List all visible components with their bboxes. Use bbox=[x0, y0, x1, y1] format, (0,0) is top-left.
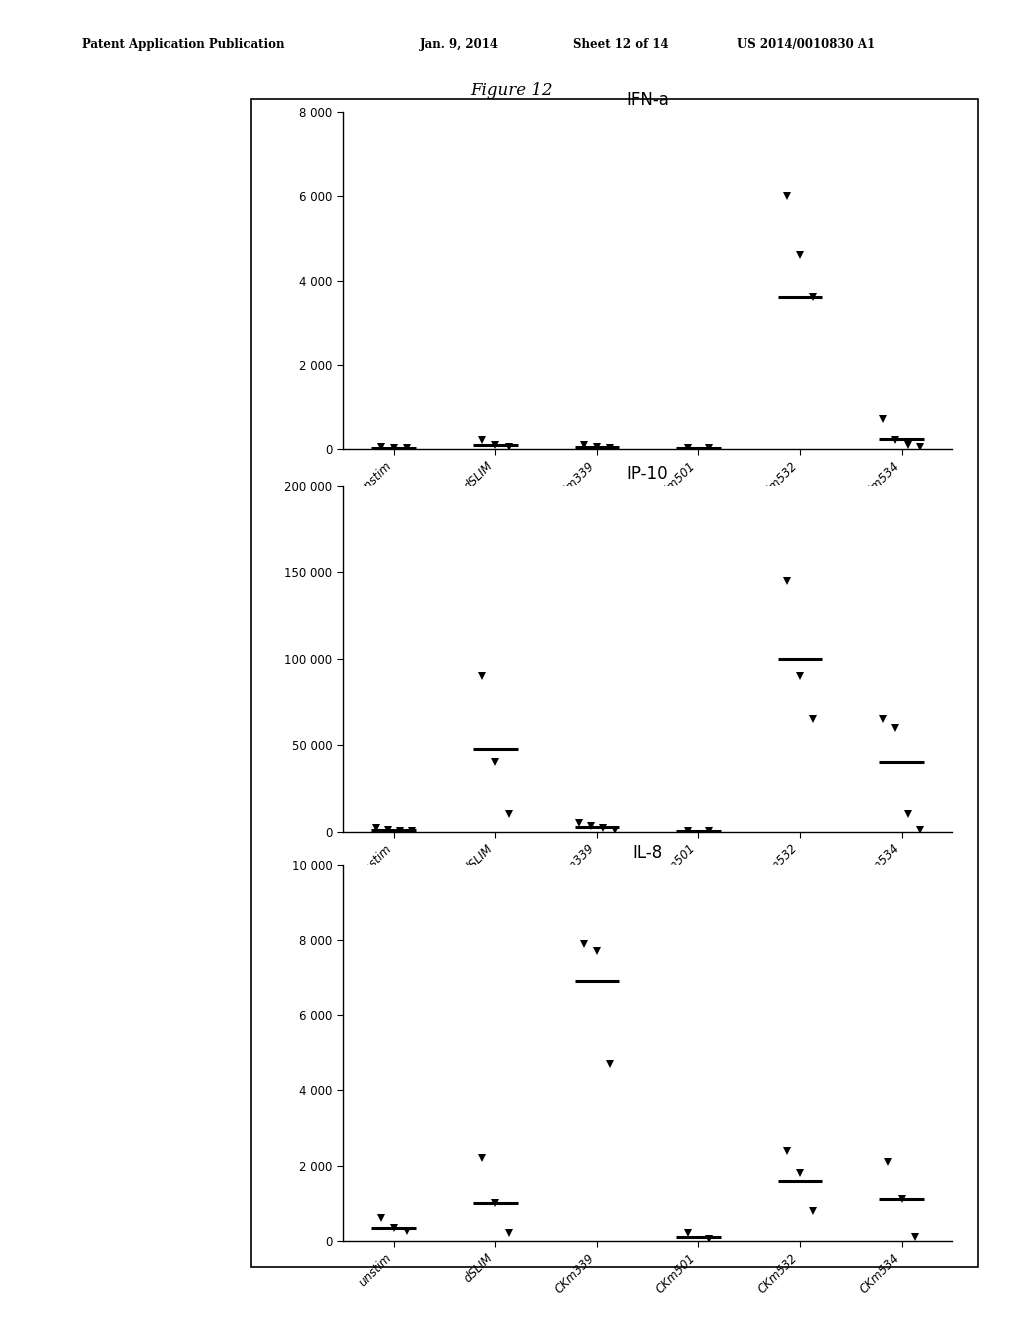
Text: US 2014/0010830 A1: US 2014/0010830 A1 bbox=[737, 38, 876, 51]
Title: IFN-a: IFN-a bbox=[627, 91, 669, 110]
Text: Figure 12: Figure 12 bbox=[471, 82, 553, 99]
Text: Jan. 9, 2014: Jan. 9, 2014 bbox=[420, 38, 499, 51]
Title: IP-10: IP-10 bbox=[627, 465, 669, 483]
Text: Patent Application Publication: Patent Application Publication bbox=[82, 38, 285, 51]
Text: Sheet 12 of 14: Sheet 12 of 14 bbox=[573, 38, 669, 51]
Title: IL-8: IL-8 bbox=[633, 843, 663, 862]
